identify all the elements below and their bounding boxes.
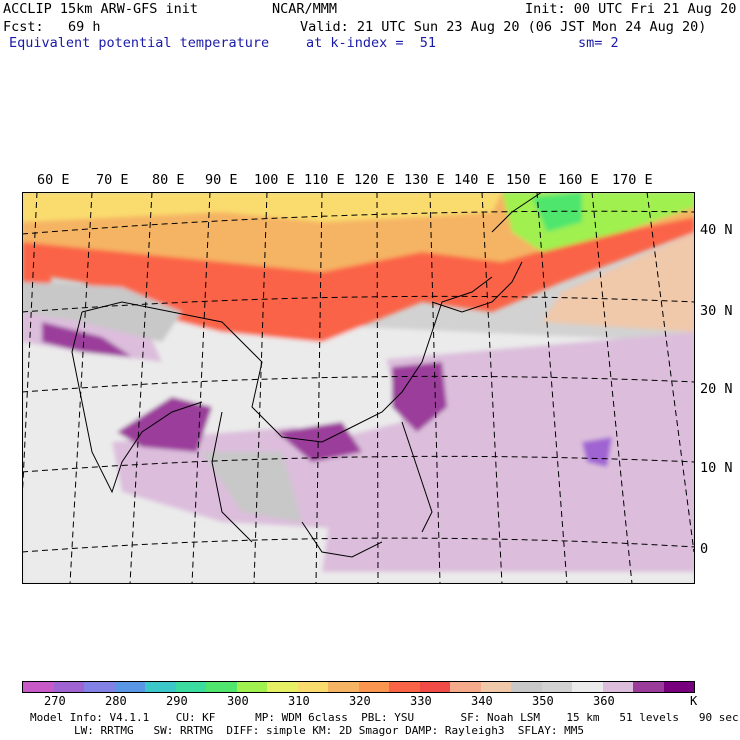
- colorbar-label: 320: [349, 694, 371, 708]
- colorbar-label: 280: [105, 694, 127, 708]
- colorbar-label: 290: [166, 694, 188, 708]
- lon-label: 70 E: [96, 172, 129, 188]
- lon-label: 150 E: [506, 172, 547, 188]
- lon-label: 160 E: [558, 172, 599, 188]
- colorbar-swatch: [236, 682, 267, 692]
- colorbar-label: 300: [227, 694, 249, 708]
- colorbar-swatch: [206, 682, 237, 692]
- colorbar-swatch: [53, 682, 84, 692]
- theta-e-map: [22, 192, 695, 584]
- lon-label: 110 E: [304, 172, 345, 188]
- model-info-line2: LW: RRTMG SW: RRTMG DIFF: simple KM: 2D …: [74, 724, 584, 737]
- lat-label: 30 N: [700, 303, 733, 319]
- lon-label: 90 E: [205, 172, 238, 188]
- lat-label: 20 N: [700, 381, 733, 397]
- lon-label: 140 E: [454, 172, 495, 188]
- valid-time: Valid: 21 UTC Sun 23 Aug 20 (06 JST Mon …: [300, 19, 707, 35]
- colorbar-swatch: [541, 682, 572, 692]
- smoothing-value: sm= 2: [578, 35, 619, 51]
- coastlines: [71, 192, 543, 558]
- colorbar-label: 270: [44, 694, 66, 708]
- colorbar-swatch: [358, 682, 389, 692]
- colorbar-label: 350: [532, 694, 554, 708]
- colorbar-swatch: [389, 682, 420, 692]
- colorbar-swatch: [175, 682, 206, 692]
- lon-label: 80 E: [152, 172, 185, 188]
- colorbar: [22, 681, 695, 693]
- colorbar-label: 360: [593, 694, 615, 708]
- model-info-line1: Model Info: V4.1.1 CU: KF MP: WDM 6class…: [30, 711, 739, 724]
- colorbar-swatch: [23, 682, 54, 692]
- lat-label: 10 N: [700, 460, 733, 476]
- colorbar-swatch: [480, 682, 511, 692]
- graticule: [22, 192, 695, 584]
- lon-label: 170 E: [612, 172, 653, 188]
- field-shading: [22, 192, 695, 584]
- lat-label: 0: [700, 541, 709, 557]
- colorbar-swatch: [511, 682, 542, 692]
- colorbar-swatch: [84, 682, 115, 692]
- lon-label: 100 E: [254, 172, 295, 188]
- colorbar-swatch: [297, 682, 328, 692]
- lat-label: 40 N: [700, 222, 733, 238]
- colorbar-label: 340: [471, 694, 493, 708]
- colorbar-swatch: [602, 682, 633, 692]
- colorbar-swatch: [572, 682, 603, 692]
- map-frame: [22, 192, 695, 584]
- colorbar-swatch: [145, 682, 176, 692]
- lon-label: 120 E: [354, 172, 395, 188]
- colorbar-swatch: [328, 682, 359, 692]
- colorbar-swatch: [663, 682, 694, 692]
- colorbar-unit: K: [690, 694, 698, 708]
- level-index: at k-index = 51: [306, 35, 437, 51]
- forecast-hour: Fcst: 69 h: [3, 19, 101, 35]
- colorbar-label: 330: [410, 694, 432, 708]
- colorbar-swatch: [267, 682, 298, 692]
- colorbar-swatch: [633, 682, 664, 692]
- field-name: Equivalent potential temperature: [9, 35, 270, 51]
- model-title: ACCLIP 15km ARW-GFS init: [3, 1, 199, 17]
- lon-label: 130 E: [404, 172, 445, 188]
- lon-label: 60 E: [37, 172, 70, 188]
- institution-label: NCAR/MMM: [272, 1, 338, 17]
- colorbar-swatch: [450, 682, 481, 692]
- colorbar-swatch: [114, 682, 145, 692]
- colorbar-label: 310: [288, 694, 310, 708]
- colorbar-swatch: [419, 682, 450, 692]
- init-time: Init: 00 UTC Fri 21 Aug 20: [525, 1, 737, 17]
